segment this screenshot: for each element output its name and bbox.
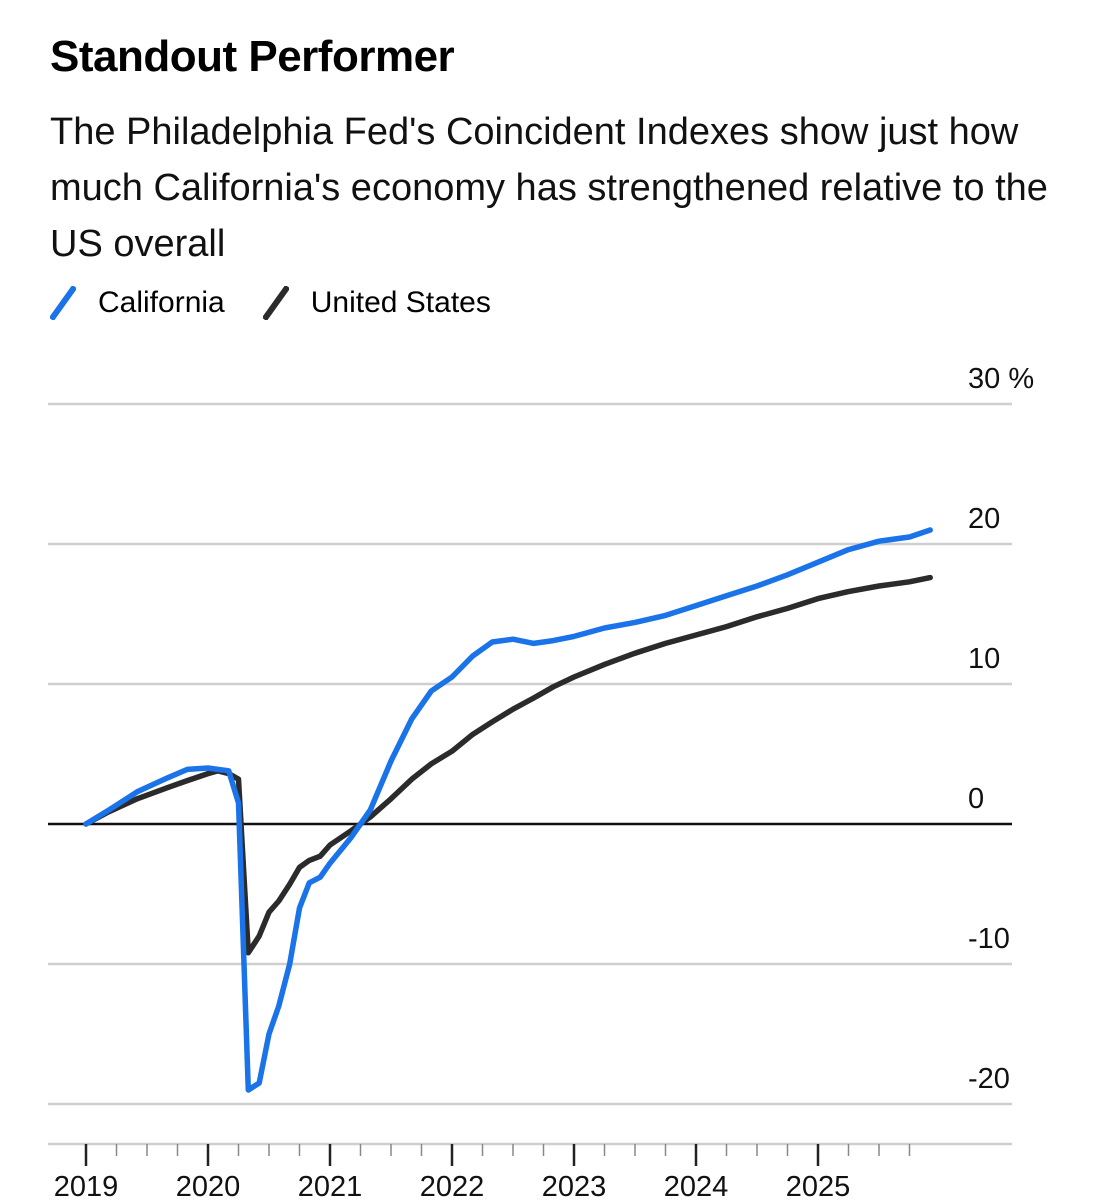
series-line-california [83,527,933,1093]
legend-item-california: California [50,286,225,320]
x-tick-label: 2024 [664,1171,729,1200]
y-tick-label: -10 [968,923,1010,955]
y-tick-label: -20 [968,1063,1010,1095]
legend-swatch-united-states [262,286,289,320]
line-chart: 30 % 20 10 0 -10 -20 2019 2020 2021 2022 2023 2024 2… [48,363,1034,1200]
x-tick-label: 2025 [786,1171,851,1200]
chart-title: Standout Performer [50,32,455,81]
y-tick-label: 30 % [968,363,1034,395]
x-tick-label: 2020 [176,1171,241,1200]
legend-label-california: California [98,286,225,319]
chart-subtitle: The Philadelphia Fed's Coincident Indexe… [50,111,1048,265]
legend-label-united-states: United States [310,286,491,319]
y-tick-label: 0 [968,783,984,815]
x-tick-label: 2019 [54,1171,119,1200]
y-tick-label: 20 [968,503,1000,535]
y-tick-label: 10 [968,643,1000,675]
legend: California United States [50,283,529,323]
legend-item-united-states: United States [262,286,491,320]
legend-swatch-california [50,286,76,320]
x-tick-label: 2021 [298,1171,363,1200]
x-tick-label: 2023 [542,1171,607,1200]
x-tick-label: 2022 [420,1171,485,1200]
series-line-united-states [83,574,933,956]
